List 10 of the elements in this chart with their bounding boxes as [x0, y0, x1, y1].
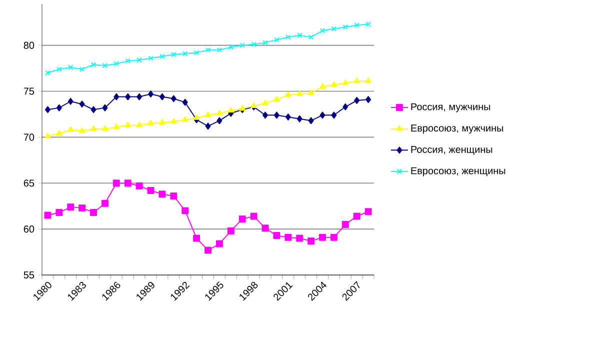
- y-tick-label: 65: [24, 180, 34, 187]
- legend-label: Евросоюз, женщины: [411, 167, 506, 176]
- y-tick-label: 70: [24, 134, 34, 141]
- legend-label: Россия, мужчины: [411, 103, 490, 112]
- y-tick-label: 75: [24, 88, 34, 95]
- legend-label: Россия, женщины: [411, 146, 492, 155]
- y-tick-label: 55: [24, 272, 34, 278]
- y-tick-label: 60: [24, 226, 34, 233]
- legend-label: Евросоюз, мужчины: [411, 124, 504, 134]
- y-tick-label: 80: [24, 42, 34, 49]
